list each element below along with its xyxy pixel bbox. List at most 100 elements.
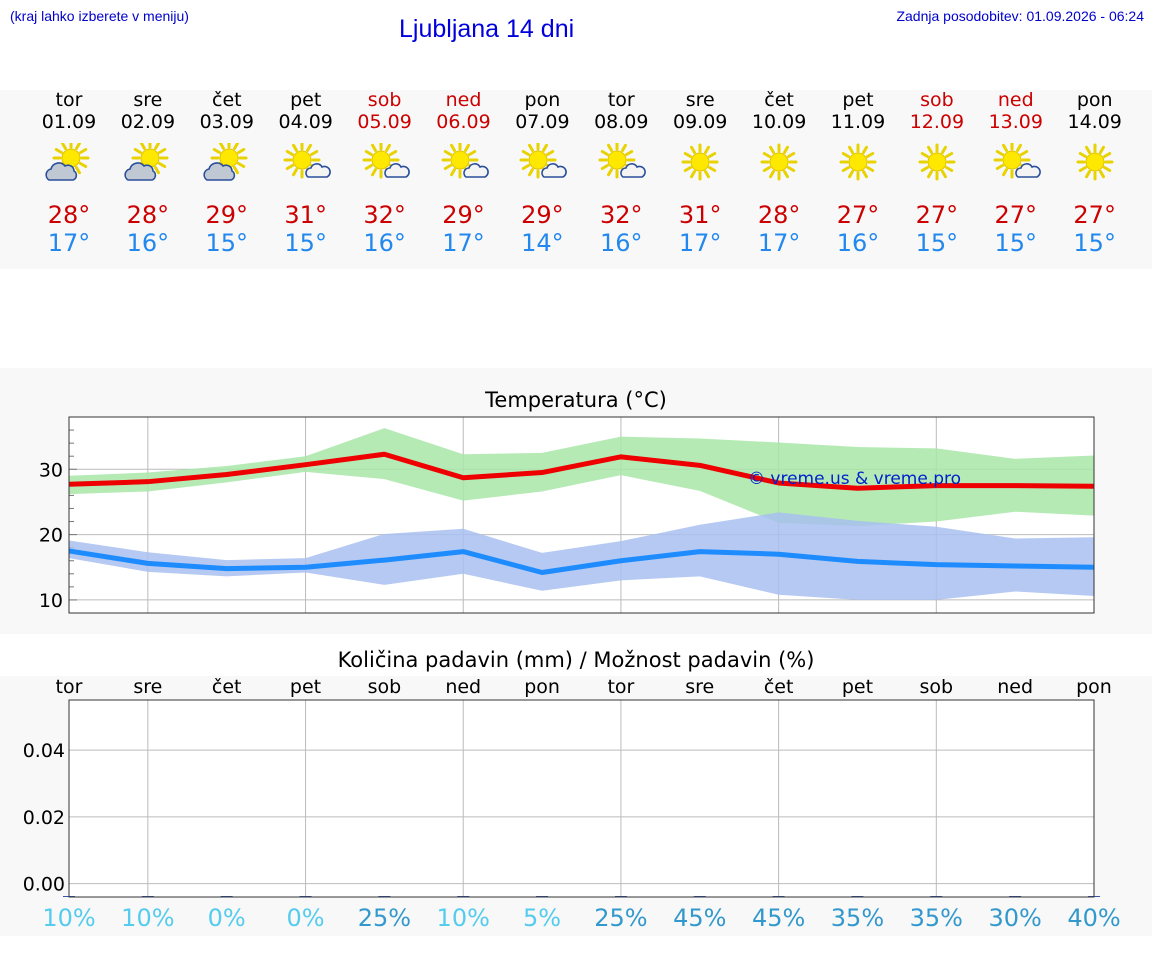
day-date: 04.09 (278, 111, 333, 133)
day-column: sre 02.09 28° 16° (108, 89, 187, 257)
day-name: tor (607, 89, 635, 111)
precipitation-chart-title: Količina padavin (mm) / Možnost padavin … (337, 648, 815, 672)
max-temperature: 27° (994, 201, 1038, 229)
day-date: 10.09 (751, 111, 807, 133)
day-date: 01.09 (41, 111, 97, 133)
x-tick-label: sre (685, 676, 714, 698)
day-name: čet (212, 89, 242, 111)
min-temperature: 17° (757, 229, 801, 257)
day-date: 03.09 (199, 111, 254, 133)
watermark: © vreme.us & vreme.pro (748, 469, 961, 489)
day-name: tor (55, 89, 83, 111)
max-temperature: 29° (521, 201, 564, 229)
day-date: 06.09 (436, 111, 491, 133)
sun-cloud-icon (203, 143, 248, 181)
max-temperature: 27° (836, 201, 880, 229)
day-name: čet (764, 89, 794, 111)
day-name: pon (1076, 89, 1113, 111)
precipitation-probability: 10% (42, 904, 96, 932)
max-temperature: 32° (600, 201, 643, 229)
y-tick-label: 0.00 (23, 874, 65, 896)
min-temperature: 16° (600, 229, 643, 257)
y-tick-label: 0.02 (23, 807, 65, 829)
max-temperature: 29° (442, 201, 485, 229)
x-tick-label: pon (1076, 676, 1112, 698)
min-temperature: 17° (442, 229, 485, 257)
precipitation-probability: 35% (830, 904, 885, 932)
day-date: 05.09 (357, 111, 412, 133)
precipitation-probability: 25% (357, 904, 412, 932)
precipitation-probability: 30% (988, 904, 1042, 932)
day-column: tor 08.09 32° 16° (582, 89, 661, 257)
max-temperature: 28° (47, 201, 91, 229)
sun-small-cloud-icon (598, 143, 647, 179)
max-temperature: 32° (363, 201, 406, 229)
max-temperature: 27° (1073, 201, 1116, 229)
x-tick-label: tor (56, 676, 83, 698)
x-tick-label: ned (445, 676, 481, 698)
temperature-chart-title: Temperatura (°C) (485, 388, 667, 412)
min-temperature: 16° (126, 229, 170, 257)
max-temperature: 29° (205, 201, 249, 229)
precipitation-probability: 10% (121, 904, 175, 932)
sun-icon (681, 143, 719, 181)
max-temperature: 28° (126, 201, 170, 229)
x-tick-label: pet (842, 676, 873, 698)
max-temperature: 28° (757, 201, 801, 229)
day-name: pon (524, 89, 561, 111)
day-column: tor 01.09 28° 17° (30, 89, 109, 257)
y-tick-label: 0.04 (23, 740, 65, 762)
max-temperature: 27° (915, 201, 959, 229)
precipitation-probability: 40% (1067, 904, 1121, 932)
max-temperature: 31° (678, 201, 722, 229)
day-column: pet 11.09 27° 16° (819, 89, 898, 257)
day-name: sre (133, 89, 163, 111)
max-range-band (69, 428, 1094, 527)
day-date: 09.09 (672, 111, 728, 133)
day-date: 08.09 (594, 111, 649, 133)
sun-icon (760, 143, 798, 181)
max-temperature: 31° (284, 201, 327, 229)
x-tick-label: čet (764, 676, 794, 698)
sun-small-cloud-icon (441, 143, 489, 179)
day-name: sob (920, 89, 954, 111)
precipitation-chart: tor sre čet pet sob ned pon tor sre čet pet sob ned p… (23, 676, 1112, 898)
sun-small-cloud-icon (519, 143, 568, 179)
page-title: Ljubljana 14 dni (399, 15, 575, 43)
sun-small-cloud-icon (993, 143, 1041, 179)
plot-area (69, 700, 1094, 897)
y-tick-label: 30 (39, 459, 63, 481)
x-tick-label: sob (920, 676, 954, 698)
min-temperature: 16° (836, 229, 880, 257)
min-temperature-line (68, 548, 1095, 575)
min-temperature: 17° (47, 229, 91, 257)
precipitation-probability: 35% (909, 904, 963, 932)
day-name: sre (685, 89, 715, 111)
sun-small-cloud-icon (283, 143, 331, 179)
min-range-band (69, 512, 1094, 600)
precipitation-probability: 10% (436, 904, 490, 932)
day-column: ned 13.09 27° 15° (976, 89, 1055, 257)
day-column: pet 04.09 31° 15° (266, 89, 345, 257)
precipitation-probability: 0% (286, 904, 325, 932)
precipitation-probability: 25% (594, 904, 648, 932)
x-tick-label: tor (607, 676, 634, 698)
x-tick-label: čet (212, 676, 242, 698)
location-hint: (kraj lahko izberete v meniju) (10, 8, 189, 24)
min-temperature: 17° (678, 229, 722, 257)
min-temperature: 14° (521, 229, 564, 257)
day-column: sob 12.09 27° 15° (897, 89, 976, 257)
min-temperature: 15° (205, 229, 249, 257)
sun-cloud-icon (124, 143, 169, 181)
sun-cloud-icon (45, 143, 90, 181)
precipitation-probability: 45% (751, 904, 806, 932)
x-tick-label: pon (524, 676, 560, 698)
x-tick-label: ned (997, 676, 1033, 698)
day-name: ned (997, 89, 1034, 111)
y-tick-label: 10 (39, 590, 63, 612)
x-tick-label: sob (368, 676, 402, 698)
plot-frame (68, 416, 1095, 614)
min-temperature: 15° (994, 229, 1038, 257)
day-name: sob (367, 89, 402, 111)
sun-icon (1076, 143, 1114, 181)
